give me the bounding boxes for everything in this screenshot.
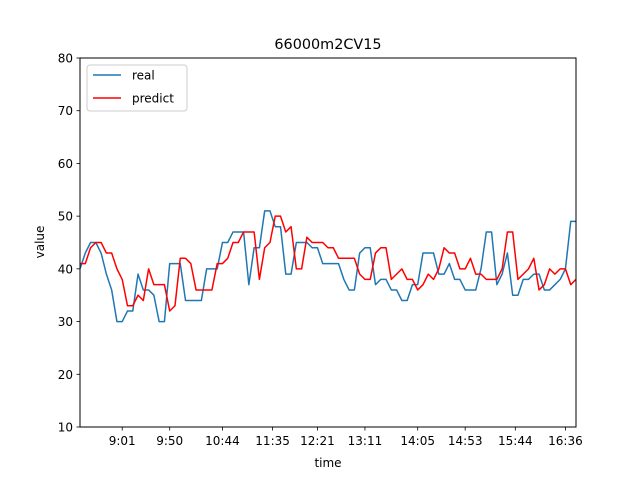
y-axis: 10 20 30 40 50 60 70 80 — [58, 52, 80, 435]
x-tick-label: 10:44 — [205, 434, 240, 448]
y-tick-label: 40 — [58, 262, 73, 276]
y-tick-label: 70 — [58, 104, 73, 118]
x-axis-label: time — [314, 456, 341, 470]
x-tick-label: 11:35 — [255, 434, 290, 448]
x-tick-label: 14:05 — [400, 434, 435, 448]
y-tick-label: 20 — [58, 368, 73, 382]
y-tick-label: 50 — [58, 210, 73, 224]
x-tick-label: 9:01 — [109, 434, 136, 448]
x-tick-label: 15:44 — [498, 434, 533, 448]
y-tick-label: 60 — [58, 157, 73, 171]
plot-area — [79, 210, 577, 323]
series-line-predict — [80, 215, 577, 312]
x-axis: 9:01 9:50 10:44 11:35 12:21 13:11 14:05 14:53 15… — [109, 427, 583, 448]
legend: real predict — [86, 64, 188, 112]
x-tick-label: 12:21 — [300, 434, 335, 448]
x-tick-label: 14:53 — [448, 434, 483, 448]
x-tick-label: 9:50 — [156, 434, 183, 448]
legend-label-predict: predict — [132, 92, 174, 106]
x-tick-label: 16:36 — [548, 434, 583, 448]
y-tick-label: 30 — [58, 315, 73, 329]
axes-frame — [79, 57, 577, 428]
y-tick-label: 10 — [58, 421, 73, 435]
legend-box — [86, 64, 188, 112]
y-axis-label: value — [33, 226, 47, 259]
series-line-real — [79, 210, 576, 323]
chart-title: 66000m2CV15 — [274, 37, 381, 53]
legend-label-real: real — [132, 69, 155, 83]
x-tick-label: 13:11 — [348, 434, 383, 448]
y-tick-label: 80 — [58, 52, 73, 66]
